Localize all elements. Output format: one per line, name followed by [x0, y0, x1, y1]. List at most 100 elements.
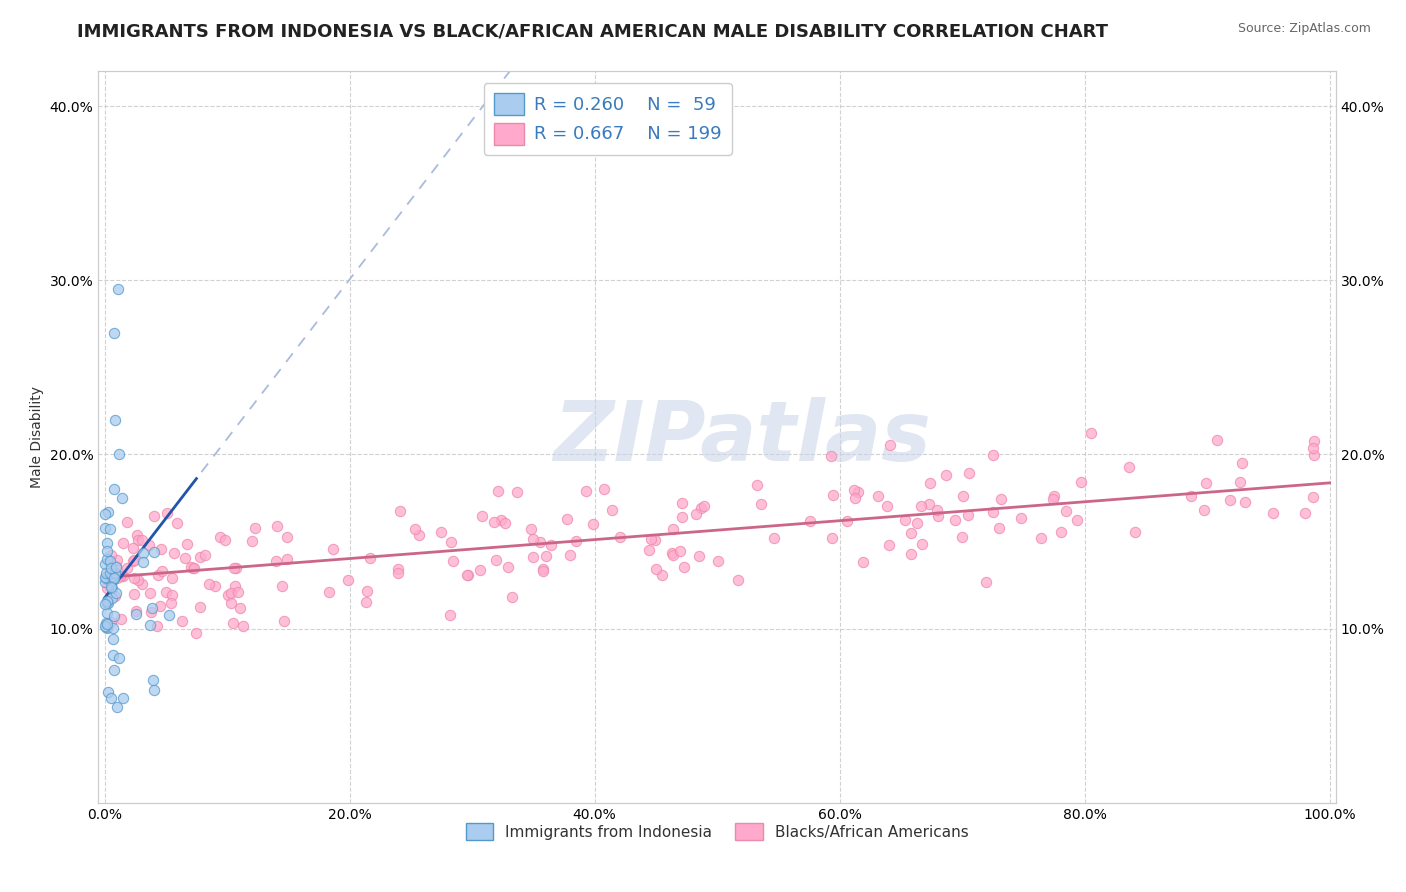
Point [662, 522, 685, 536]
Point [224, 579, 246, 593]
Point [1180, 489, 1202, 503]
Point [145, 619, 167, 633]
Point [94, 619, 117, 633]
Point [138, 618, 160, 632]
Point [531, 562, 554, 576]
Point [651, 568, 673, 582]
Point [176, 537, 198, 551]
Point [540, 538, 562, 552]
Point [214, 533, 236, 547]
Point [387, 562, 409, 576]
Point [575, 484, 598, 499]
Point [763, 531, 786, 545]
Text: IMMIGRANTS FROM INDONESIA VS BLACK/AFRICAN AMERICAN MALE DISABILITY CORRELATION : IMMIGRANTS FROM INDONESIA VS BLACK/AFRIC… [77, 22, 1108, 40]
Point [501, 590, 523, 604]
Point [108, 569, 131, 583]
Point [846, 485, 869, 500]
Point [868, 489, 890, 503]
Point [673, 560, 696, 574]
Point [149, 599, 172, 614]
Point [1118, 459, 1140, 474]
Point [529, 534, 551, 549]
Point [197, 577, 219, 591]
Point [920, 475, 942, 490]
Point [100, 691, 122, 706]
Point [104, 566, 127, 581]
Point [104, 559, 127, 574]
Point [1066, 512, 1088, 526]
Point [1029, 531, 1052, 545]
Point [103, 326, 125, 340]
Point [160, 571, 183, 585]
Point [910, 500, 932, 514]
Point [170, 614, 193, 628]
Point [644, 533, 666, 548]
Point [1042, 491, 1064, 506]
Point [142, 673, 165, 687]
Point [100, 569, 122, 583]
Point [110, 491, 132, 505]
Point [273, 614, 295, 628]
Point [104, 590, 127, 604]
Point [685, 508, 707, 522]
Point [430, 524, 453, 539]
Point [692, 500, 714, 514]
Point [103, 566, 125, 581]
Point [96, 621, 118, 635]
Point [94, 571, 117, 585]
Point [97, 574, 120, 588]
Point [101, 574, 124, 588]
Point [468, 563, 491, 577]
Point [127, 533, 149, 548]
Point [117, 515, 139, 529]
Point [101, 621, 124, 635]
Point [132, 555, 155, 569]
Point [110, 612, 132, 626]
Point [441, 554, 464, 568]
Point [707, 553, 730, 567]
Point [96, 596, 118, 610]
Point [141, 601, 163, 615]
Point [823, 488, 845, 502]
Point [156, 506, 179, 520]
Point [668, 543, 690, 558]
Point [122, 572, 145, 586]
Point [142, 682, 165, 697]
Point [208, 530, 231, 544]
Point [229, 600, 252, 615]
Point [94, 615, 117, 630]
Text: Source: ZipAtlas.com: Source: ZipAtlas.com [1237, 22, 1371, 36]
Point [981, 505, 1004, 519]
Point [166, 516, 188, 531]
Point [852, 555, 875, 569]
Point [1229, 475, 1251, 490]
Point [1205, 434, 1227, 448]
Point [640, 532, 662, 546]
Point [354, 595, 377, 609]
Point [318, 584, 340, 599]
Point [157, 607, 180, 622]
Point [240, 533, 263, 548]
Point [93, 508, 115, 522]
Point [121, 541, 143, 555]
Point [336, 573, 359, 587]
Point [94, 574, 117, 589]
Point [671, 509, 693, 524]
Point [482, 515, 505, 529]
Point [593, 482, 616, 496]
Point [799, 515, 821, 529]
Point [266, 554, 288, 568]
Point [990, 492, 1012, 507]
Point [225, 561, 247, 575]
Point [879, 538, 901, 552]
Point [188, 600, 211, 615]
Point [876, 499, 898, 513]
Point [224, 561, 246, 575]
Point [894, 513, 917, 527]
Point [927, 508, 949, 523]
Point [105, 570, 128, 584]
Point [911, 537, 934, 551]
Point [103, 483, 125, 497]
Point [243, 521, 266, 535]
Point [609, 530, 631, 544]
